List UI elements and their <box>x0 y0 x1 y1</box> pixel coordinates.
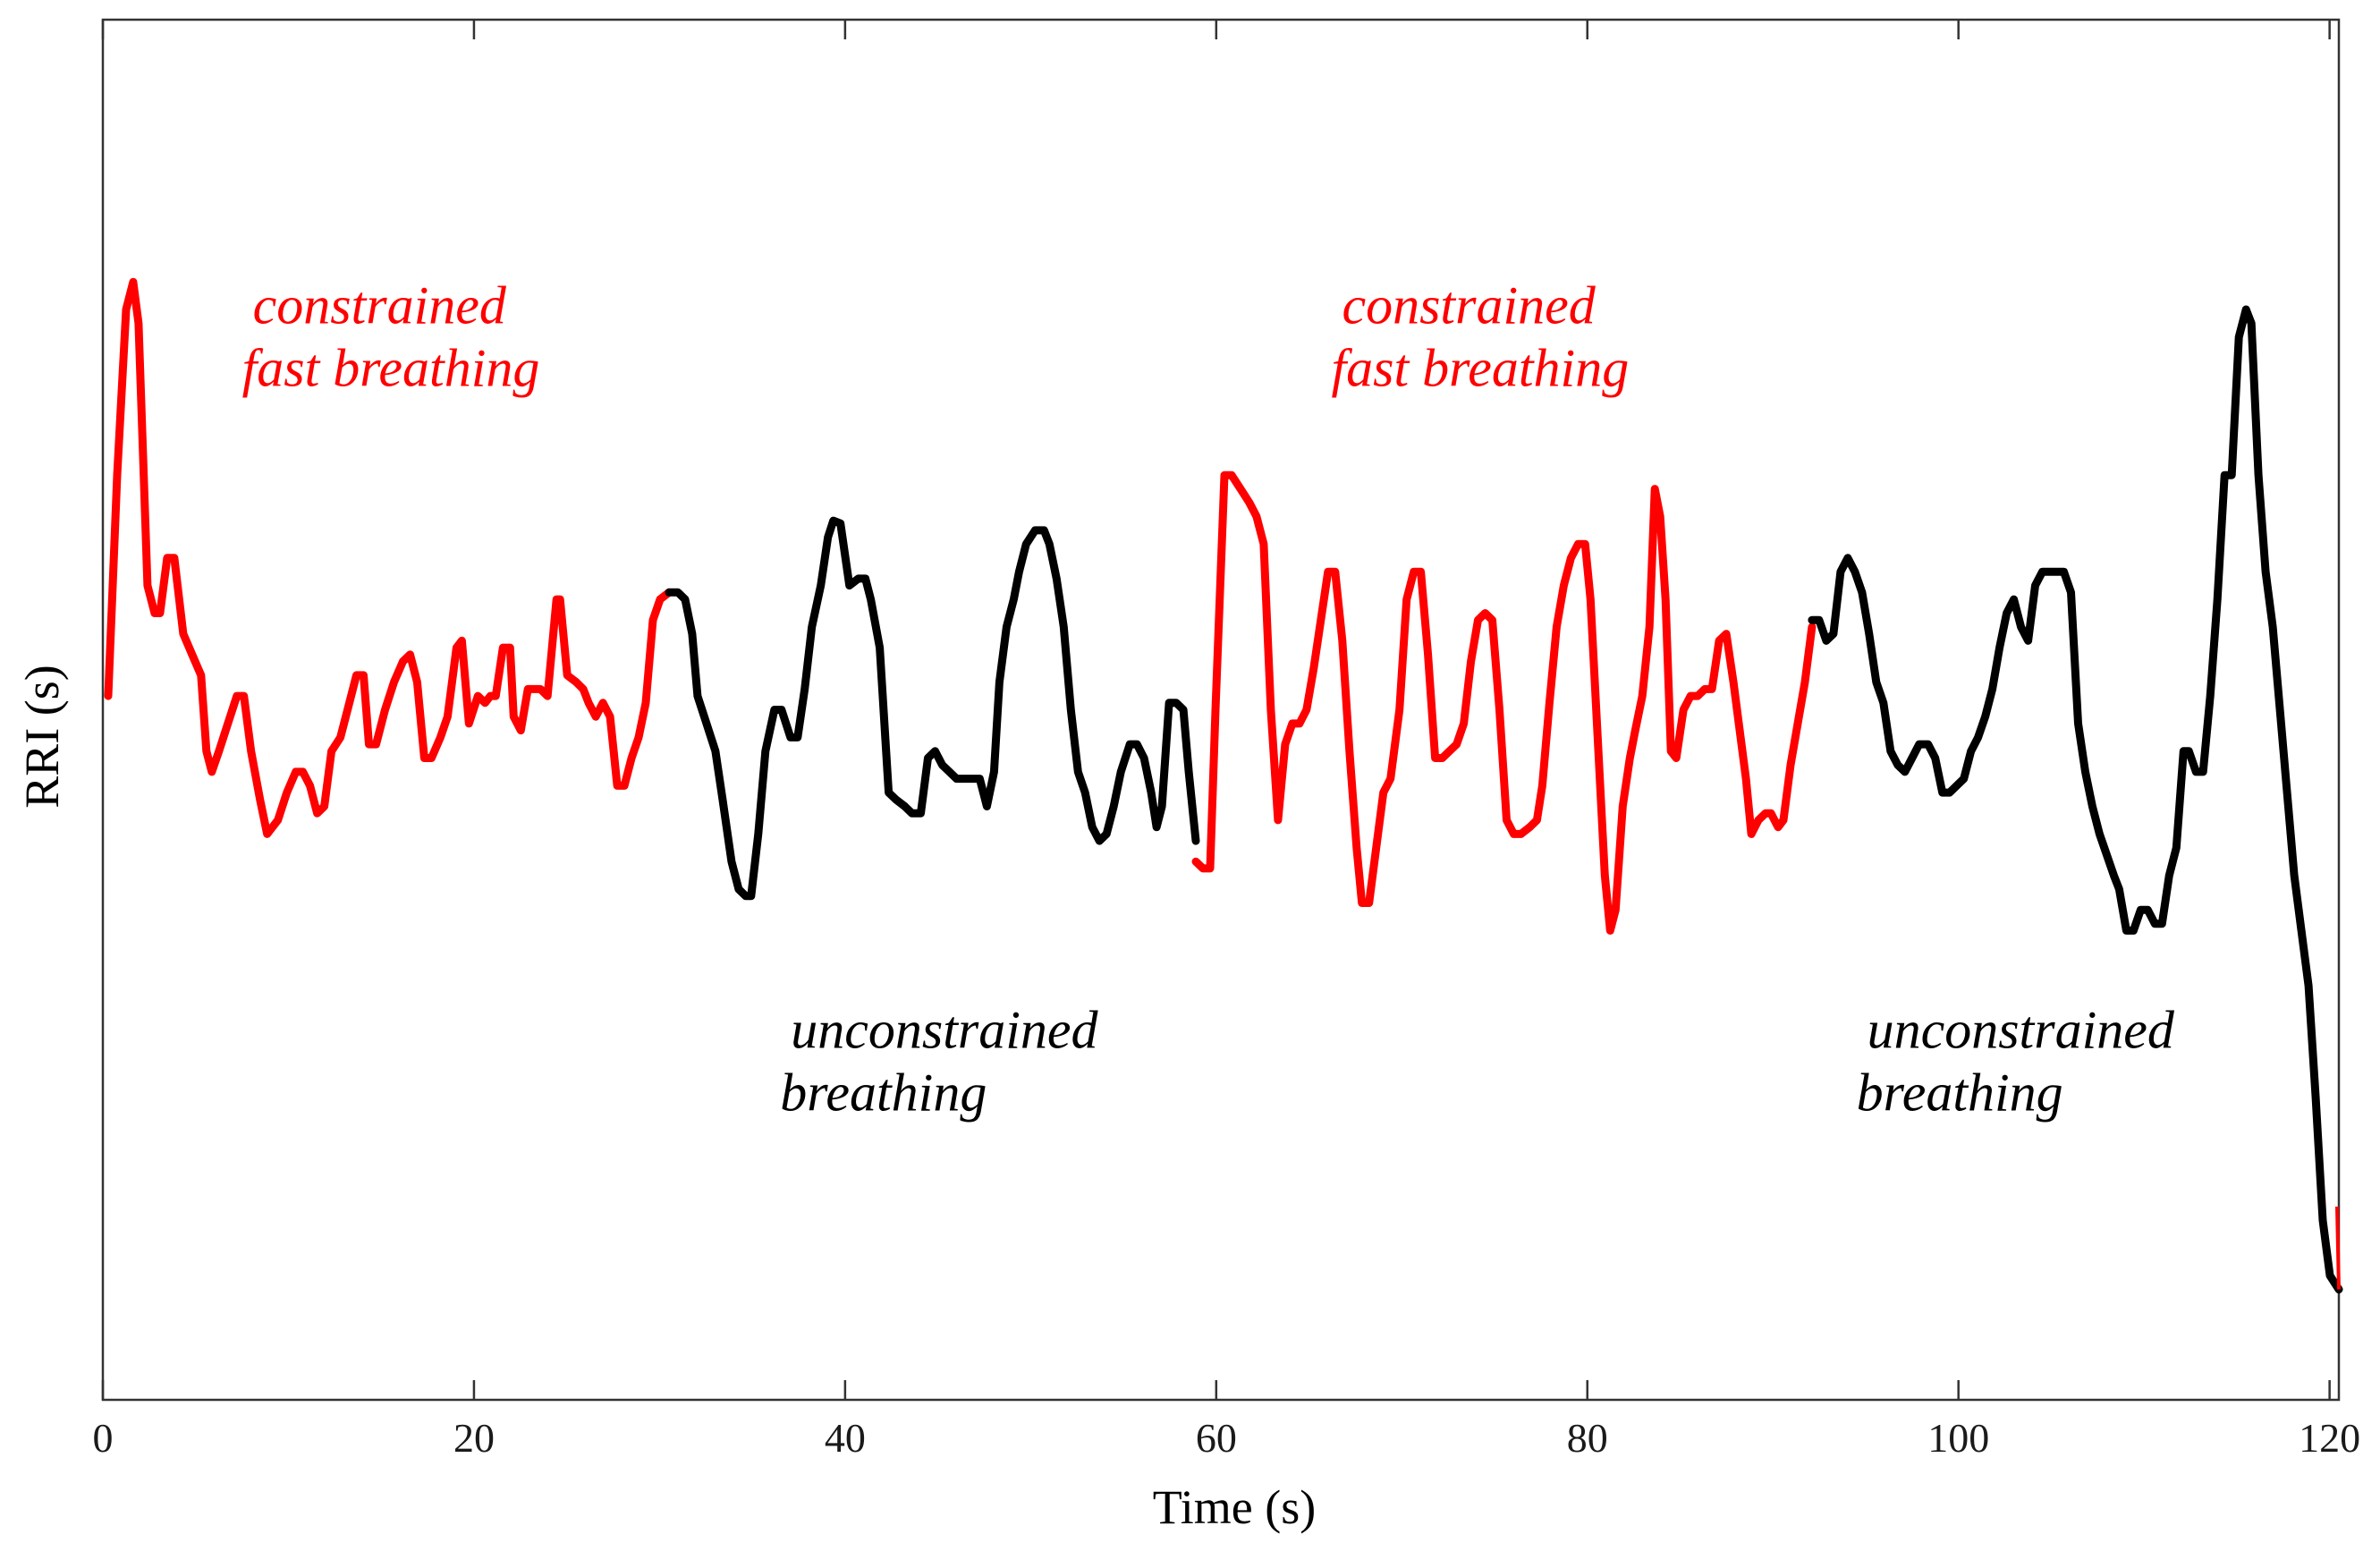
x-tick-label: 20 <box>453 1415 495 1461</box>
annotation-line: constrained <box>1342 275 1596 335</box>
series-line-2 <box>665 516 1200 901</box>
series-group <box>104 277 2343 1294</box>
x-tick-label: 100 <box>1927 1415 1989 1461</box>
annotation-line: fast breathing <box>242 338 540 397</box>
annotation-line: breathing <box>1857 1064 2063 1123</box>
series-line-4 <box>1808 305 2343 1294</box>
annotation-line: unconstrained <box>1868 1001 2175 1060</box>
annotation-ub1: unconstrained breathing <box>780 1001 1098 1123</box>
annotation-ub2: unconstrained breathing <box>1857 1001 2175 1123</box>
x-tick-label: 40 <box>825 1415 866 1461</box>
plot-area <box>101 18 2341 1402</box>
x-tick-label: 0 <box>93 1415 114 1461</box>
y-axis-label: RRI (s) <box>15 665 69 809</box>
plot-frame <box>101 18 2341 1402</box>
x-tick-label: 80 <box>1567 1415 1608 1461</box>
axes: 0 20 40 60 80 100 120 Time (s) RRI (s) <box>15 20 2360 1534</box>
annotation-line: unconstrained <box>791 1001 1098 1060</box>
series-line-1 <box>104 277 673 838</box>
annotation-line: constrained <box>253 275 507 335</box>
annotation-line: breathing <box>780 1064 987 1123</box>
series-line-3 <box>1191 470 1817 935</box>
annotation-cfb1: constrained fast breathing <box>242 275 540 397</box>
x-tick-label: 120 <box>2299 1415 2360 1461</box>
x-axis-label: Time (s) <box>1153 1480 1317 1534</box>
series-end-segment <box>2335 1206 2341 1290</box>
annotation-line: fast breathing <box>1331 338 1629 397</box>
annotation-cfb2: constrained fast breathing <box>1331 275 1629 397</box>
x-tick-label: 60 <box>1196 1415 1237 1461</box>
